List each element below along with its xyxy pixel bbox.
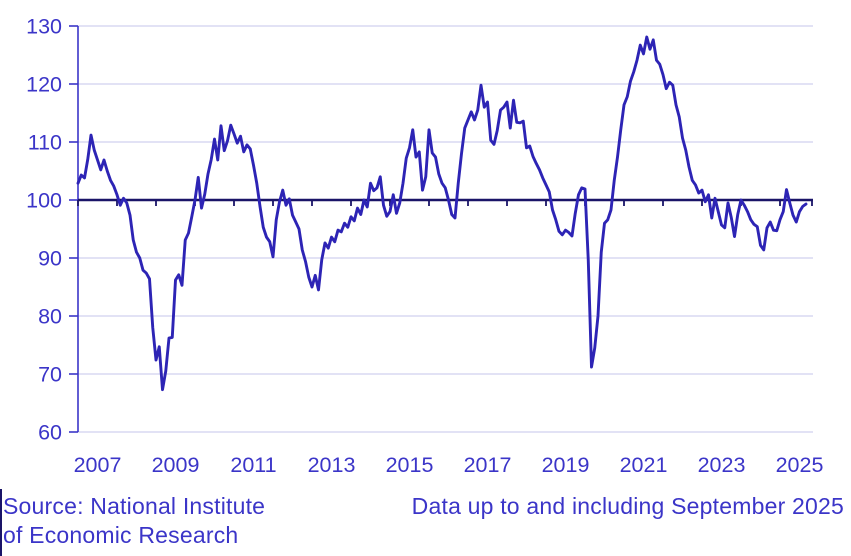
x-axis-label-2023: 2023 — [698, 453, 746, 477]
y-axis-label-60: 60 — [38, 421, 62, 445]
y-axis-label-100: 100 — [26, 189, 62, 213]
data-line — [76, 35, 808, 392]
data-note-caption: Data up to and including September 2025 — [411, 493, 844, 519]
source-caption-line2: of Economic Research — [3, 522, 239, 548]
x-axis-label-2019: 2019 — [542, 453, 590, 477]
y-axis-label-70: 70 — [38, 363, 62, 387]
x-axis-label-2007: 2007 — [74, 453, 122, 477]
y-axis-label-80: 80 — [38, 305, 62, 329]
y-axis-label-120: 120 — [26, 73, 62, 97]
x-axis-label-2025: 2025 — [776, 453, 824, 477]
x-axis-label-2009: 2009 — [152, 453, 200, 477]
source-caption-line1: Source: National Institute — [3, 493, 266, 519]
y-axis-label-110: 110 — [28, 131, 62, 155]
x-axis-label-2011: 2011 — [230, 453, 276, 477]
x-axis-label-2021: 2021 — [620, 453, 668, 477]
left-edge-rule — [0, 489, 2, 556]
x-axis-label-2015: 2015 — [386, 453, 434, 477]
y-axis-label-90: 90 — [38, 247, 62, 271]
x-axis-label-2017: 2017 — [464, 453, 512, 477]
y-axis-label-130: 130 — [26, 15, 62, 39]
x-axis-label-2013: 2013 — [308, 453, 356, 477]
source-caption: Source: National Institute of Economic R… — [3, 492, 265, 550]
